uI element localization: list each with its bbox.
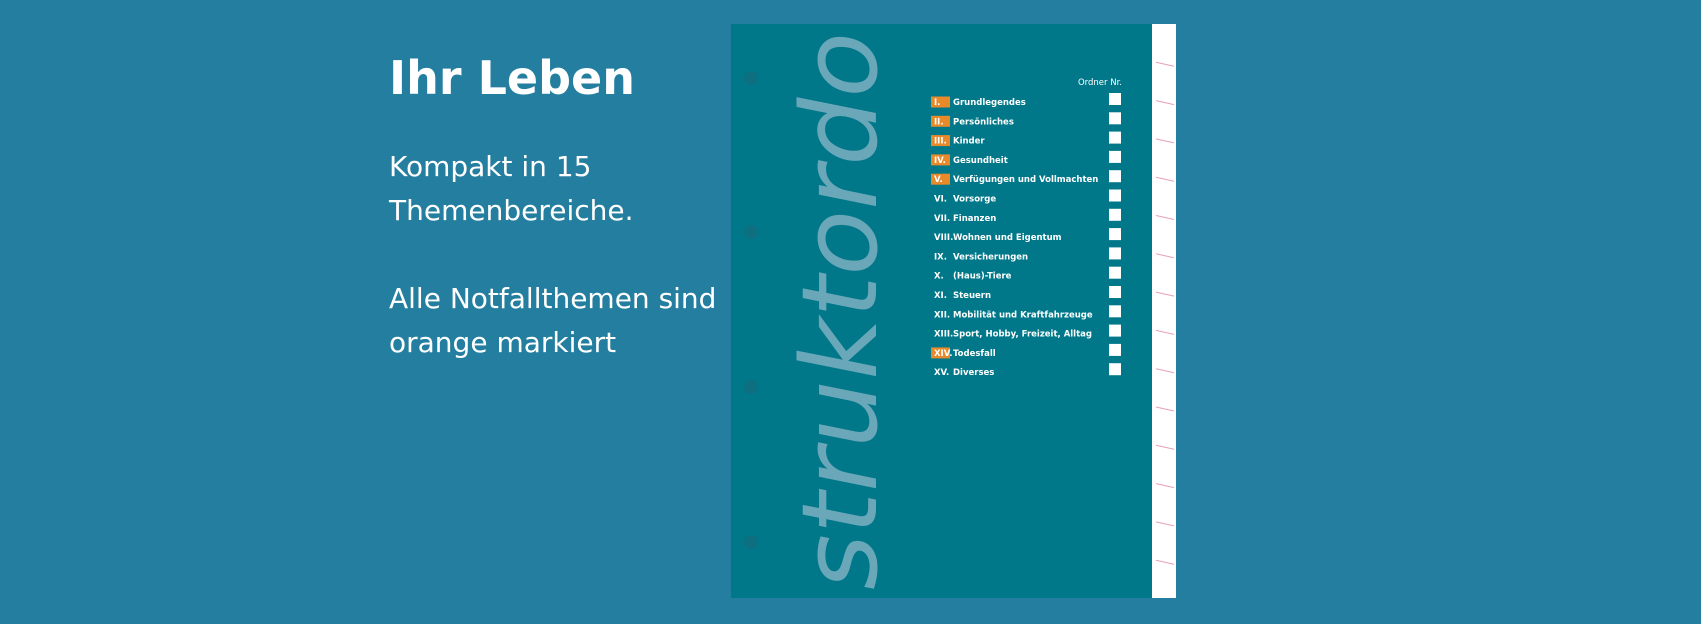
item-label: Mobilität und Kraftfahrzeuge: [953, 310, 1093, 320]
item-numeral: VII.: [934, 214, 950, 224]
brand: struktordo: [779, 32, 901, 590]
item-label: Vorsorge: [953, 195, 996, 205]
binder-hole: [744, 71, 758, 85]
binder-hole: [744, 225, 758, 239]
checkbox: [1109, 247, 1121, 260]
paragraph-line: Kompakt in 15: [389, 150, 591, 183]
tab-divider: [1155, 406, 1175, 412]
item-numeral: VIII.: [934, 233, 953, 243]
paragraph-line: orange markiert: [389, 326, 616, 359]
item-numeral: I.: [934, 98, 940, 108]
checkbox: [1109, 208, 1121, 221]
item-numeral: IX.: [934, 252, 947, 262]
item-numeral: XIII.: [934, 330, 953, 340]
tab-divider: [1155, 138, 1175, 144]
tab-divider: [1155, 483, 1175, 489]
tab-divider: [1155, 215, 1175, 220]
tab-divider: [1155, 521, 1175, 527]
item-numeral: XII.: [934, 310, 950, 320]
item-numeral: X.: [934, 272, 944, 282]
title: Ihr Leben: [389, 51, 635, 105]
checkbox: [1109, 266, 1121, 279]
checkbox: [1109, 286, 1121, 298]
item-label: Steuern: [953, 291, 991, 301]
tab-divider: [1155, 444, 1175, 450]
paragraph-line: Themenbereiche.: [388, 194, 634, 227]
item-label: Sport, Hobby, Freizeit, Alltag: [953, 330, 1092, 340]
binder-tabs: [1152, 24, 1176, 598]
item-numeral: XV.: [934, 368, 949, 378]
item-label: Todesfall: [953, 349, 996, 359]
item-numeral: IV.: [934, 156, 946, 166]
binder-hole: [744, 380, 758, 394]
item-label: Gesundheit: [953, 156, 1008, 166]
item-label: Kinder: [953, 137, 985, 147]
item-numeral: II.: [934, 117, 944, 127]
item-label: Grundlegendes: [953, 98, 1026, 108]
tab-divider: [1155, 176, 1175, 182]
item-label: Verfügungen und Vollmachten: [953, 175, 1098, 185]
tab-divider: [1155, 559, 1175, 565]
emergency-marker: [931, 96, 950, 108]
tab-divider: [1155, 61, 1175, 67]
item-label: (Haus)-Tiere: [953, 272, 1012, 282]
item-numeral: V.: [934, 175, 943, 185]
emergency-marker: [931, 154, 950, 166]
checkbox: [1109, 150, 1121, 163]
item-numeral: III.: [934, 137, 947, 147]
checkbox: [1109, 112, 1121, 125]
item-label: Wohnen und Eigentum: [953, 233, 1062, 243]
item-numeral: XIV.: [934, 349, 952, 359]
emergency-marker: [931, 173, 950, 185]
checkbox: [1109, 324, 1121, 337]
column-header: Ordner Nr.: [1078, 78, 1122, 88]
emergency-marker: [931, 135, 950, 147]
checkbox: [1109, 305, 1121, 318]
binder-hole: [744, 535, 758, 549]
item-numeral: VI.: [934, 195, 947, 205]
item-label: Persönliches: [953, 117, 1014, 127]
item-numeral: XI.: [934, 291, 947, 301]
emergency-marker: [931, 347, 950, 359]
tab-divider: [1155, 291, 1175, 297]
checkbox: [1109, 93, 1121, 105]
checkbox: [1109, 189, 1121, 202]
item-label: Diverses: [953, 368, 994, 378]
paragraph-line: Alle Notfallthemen sind: [389, 282, 716, 315]
item-label: Versicherungen: [953, 252, 1028, 262]
tab-divider: [1155, 368, 1175, 374]
checkbox: [1109, 343, 1121, 356]
tab-divider: [1155, 100, 1175, 106]
checkbox: [1109, 228, 1121, 241]
checkbox: [1109, 170, 1121, 183]
checkbox: [1109, 131, 1121, 144]
tab-divider: [1155, 253, 1175, 259]
emergency-marker: [931, 115, 950, 127]
item-label: Finanzen: [953, 214, 996, 224]
checkbox: [1109, 363, 1121, 376]
tab-divider: [1155, 329, 1175, 335]
